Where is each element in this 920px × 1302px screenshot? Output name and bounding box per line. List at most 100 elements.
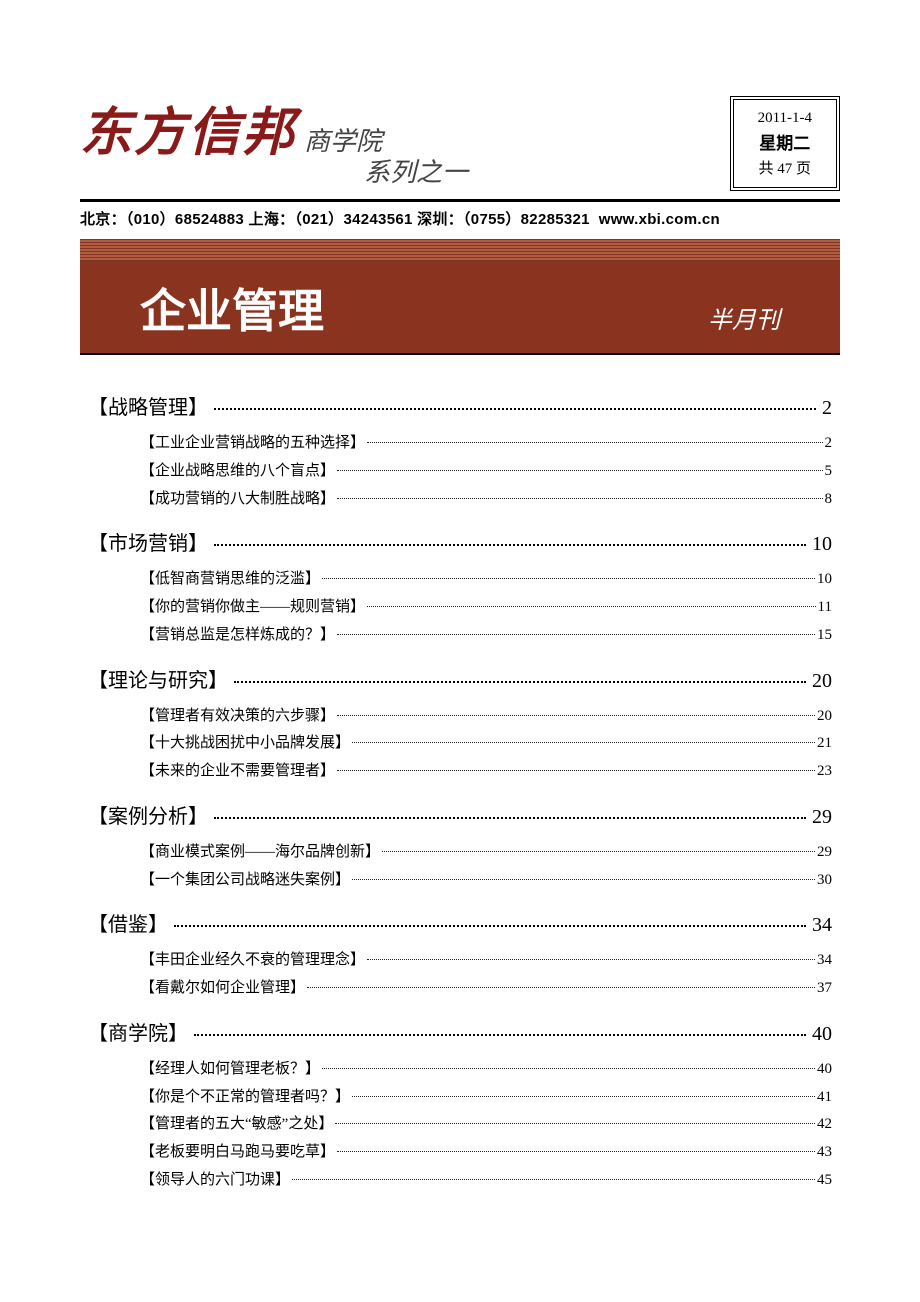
toc-leader (337, 470, 822, 471)
toc-leader (337, 770, 815, 771)
toc-item: 【一个集团公司战略迷失案例】30 (140, 867, 832, 895)
toc-item-title: 【丰田企业经久不衰的管理理念】 (140, 947, 365, 975)
toc-item: 【商业模式案例——海尔品牌创新】29 (140, 839, 832, 867)
toc-section-page: 40 (812, 1023, 832, 1046)
toc-section-title: 【战略管理】 (88, 391, 208, 420)
contact-shanghai-phone: （021）34243561 (294, 211, 412, 228)
toc-item-page: 29 (817, 839, 832, 867)
toc-item-page: 2 (825, 430, 833, 458)
page-count-text: 共 47 页 (758, 157, 812, 181)
toc-section-page: 2 (822, 397, 832, 420)
toc-leader (335, 1123, 815, 1124)
toc-item: 【老板要明白马跑马要吃草】43 (140, 1139, 832, 1167)
contact-beijing-phone: （010）68524883 (126, 211, 244, 228)
toc-item-title: 【你的营销你做主——规则营销】 (140, 594, 365, 622)
toc-item-page: 37 (817, 975, 832, 1003)
toc-item: 【你的营销你做主——规则营销】 11 (140, 594, 832, 622)
toc-section-page: 29 (812, 806, 832, 829)
subtitle-group: 商学院 系列之一 (304, 121, 468, 189)
toc-item: 【经理人如何管理老板？】 40 (140, 1056, 832, 1084)
toc-item-page: 41 (817, 1084, 832, 1112)
toc-leader (352, 879, 815, 880)
toc-section: 【案例分析】29【商业模式案例——海尔品牌创新】29【一个集团公司战略迷失案例】… (88, 800, 832, 895)
toc-section: 【战略管理】2【工业企业营销战略的五种选择】2【企业战略思维的八个盲点】5【成功… (88, 391, 832, 513)
toc-item-page: 11 (818, 594, 832, 622)
toc-item-title: 【营销总监是怎样炼成的？】 (140, 622, 335, 650)
toc-leader (337, 498, 822, 499)
toc-leader (352, 1096, 815, 1097)
table-of-contents: 【战略管理】2【工业企业营销战略的五种选择】2【企业战略思维的八个盲点】5【成功… (80, 391, 840, 1195)
date-text: 2011-1-4 (758, 106, 812, 130)
toc-item-page: 34 (817, 947, 832, 975)
toc-leader (174, 907, 806, 927)
toc-leader (307, 987, 815, 988)
toc-section-title: 【商学院】 (88, 1017, 188, 1046)
toc-leader (234, 663, 806, 683)
toc-section-header: 【借鉴】 34 (88, 908, 832, 937)
toc-section-header: 【市场营销】 10 (88, 527, 832, 556)
toc-item: 【看戴尔如何企业管理】 37 (140, 975, 832, 1003)
toc-section-page: 10 (812, 533, 832, 556)
toc-item-title: 【成功营销的八大制胜战略】 (140, 486, 335, 514)
toc-item: 【丰田企业经久不衰的管理理念】 34 (140, 947, 832, 975)
toc-leader (322, 1068, 815, 1069)
toc-leader (194, 1016, 806, 1036)
toc-section-title: 【借鉴】 (88, 908, 168, 937)
toc-item: 【你是个不正常的管理者吗？】 41 (140, 1084, 832, 1112)
toc-section: 【市场营销】10【低智商营销思维的泛滥】10【你的营销你做主——规则营销】11【… (88, 527, 832, 649)
toc-section-header: 【战略管理】 2 (88, 391, 832, 420)
toc-leader (292, 1179, 815, 1180)
toc-leader (337, 634, 815, 635)
toc-leader (322, 578, 815, 579)
header-left: 东方信邦 商学院 系列之一 (80, 90, 468, 189)
toc-item-title: 【一个集团公司战略迷失案例】 (140, 867, 350, 895)
toc-item: 【管理者有效决策的六步骤】 20 (140, 703, 832, 731)
toc-item-title: 【管理者有效决策的六步骤】 (140, 703, 335, 731)
toc-item-page: 42 (817, 1111, 832, 1139)
toc-item-page: 15 (817, 622, 832, 650)
toc-item: 【工业企业营销战略的五种选择】2 (140, 430, 832, 458)
subtitle-line-2: 系列之一 (364, 152, 468, 189)
toc-item: 【管理者的五大“敏感”之处】 42 (140, 1111, 832, 1139)
contact-line: 北京：（010）68524883 上海：（021）34243561 深圳：（07… (80, 199, 840, 229)
toc-leader (214, 390, 816, 410)
toc-section-page: 20 (812, 670, 832, 693)
toc-item: 【未来的企业不需要管理者】 23 (140, 758, 832, 786)
toc-item-title: 【你是个不正常的管理者吗？】 (140, 1084, 350, 1112)
contact-shenzhen-label: 深圳： (413, 211, 463, 228)
toc-item: 【领导人的六门功课】45 (140, 1167, 832, 1195)
toc-item: 【营销总监是怎样炼成的？】 15 (140, 622, 832, 650)
toc-item-title: 【管理者的五大“敏感”之处】 (140, 1111, 333, 1139)
date-box: 2011-1-4 星期二 共 47 页 (730, 96, 840, 191)
toc-item-title: 【看戴尔如何企业管理】 (140, 975, 305, 1003)
toc-item-page: 5 (825, 458, 833, 486)
toc-item-title: 【十大挑战困扰中小品牌发展】 (140, 730, 350, 758)
toc-item-page: 10 (817, 566, 832, 594)
brand-logo: 东方信邦 (80, 90, 296, 165)
toc-item-title: 【领导人的六门功课】 (140, 1167, 290, 1195)
toc-item-title: 【经理人如何管理老板？】 (140, 1056, 320, 1084)
toc-item-page: 23 (817, 758, 832, 786)
weekday-text: 星期二 (758, 130, 812, 157)
page-header: 东方信邦 商学院 系列之一 2011-1-4 星期二 共 47 页 (80, 90, 840, 191)
contact-beijing-label: 北京： (80, 211, 126, 228)
toc-section-title: 【案例分析】 (88, 800, 208, 829)
toc-section-title: 【市场营销】 (88, 527, 208, 556)
toc-item-page: 20 (817, 703, 832, 731)
toc-leader (214, 526, 806, 546)
toc-section-title: 【理论与研究】 (88, 664, 228, 693)
toc-leader (352, 742, 815, 743)
toc-item: 【成功营销的八大制胜战略】8 (140, 486, 832, 514)
toc-item-title: 【未来的企业不需要管理者】 (140, 758, 335, 786)
toc-leader (337, 1151, 815, 1152)
toc-section-header: 【商学院】 40 (88, 1017, 832, 1046)
toc-section: 【商学院】40【经理人如何管理老板？】40【你是个不正常的管理者吗？】41【管理… (88, 1017, 832, 1195)
banner-title: 企业管理 (140, 275, 708, 341)
toc-item-page: 43 (817, 1139, 832, 1167)
toc-section-header: 【案例分析】 29 (88, 800, 832, 829)
toc-item-page: 21 (817, 730, 832, 758)
toc-item-page: 40 (817, 1056, 832, 1084)
toc-section-page: 34 (812, 914, 832, 937)
toc-item: 【低智商营销思维的泛滥】10 (140, 566, 832, 594)
toc-item-title: 【企业战略思维的八个盲点】 (140, 458, 335, 486)
